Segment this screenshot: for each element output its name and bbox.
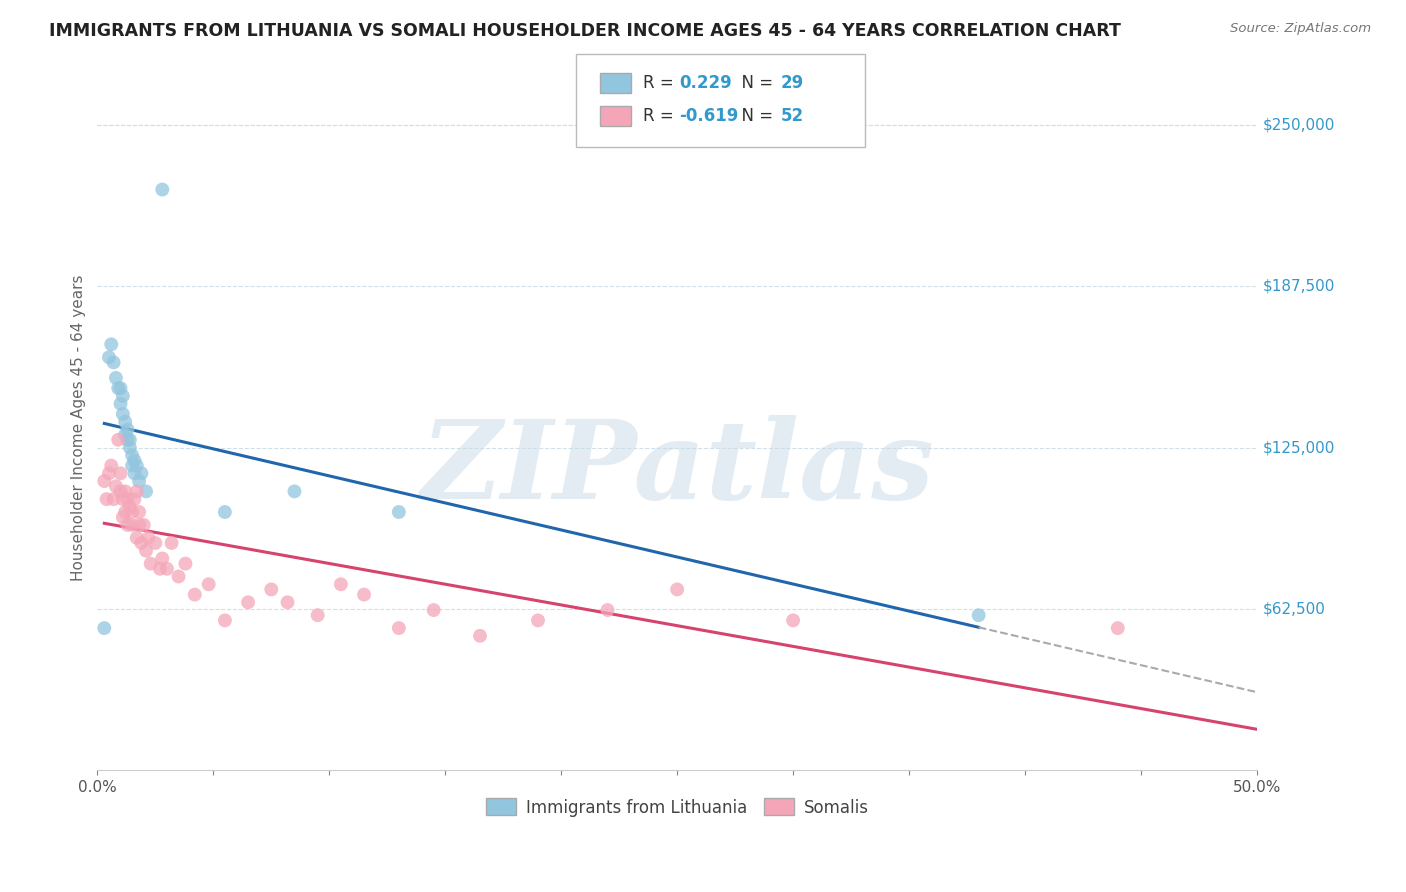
- Point: [93, 474, 115, 488]
- Point: [114, 505, 136, 519]
- Point: [107, 381, 129, 395]
- Point: [527, 613, 550, 627]
- Point: [117, 422, 139, 436]
- Point: [104, 479, 127, 493]
- Point: [104, 371, 127, 385]
- Point: [782, 613, 804, 627]
- Text: Source: ZipAtlas.com: Source: ZipAtlas.com: [1230, 22, 1371, 36]
- Point: [121, 458, 143, 473]
- Point: [124, 467, 146, 481]
- Point: [124, 453, 146, 467]
- Point: [107, 433, 129, 447]
- Point: [150, 183, 173, 197]
- Point: [283, 484, 305, 499]
- Point: [118, 500, 141, 514]
- Point: [967, 608, 990, 623]
- Point: [329, 577, 352, 591]
- Point: [100, 458, 122, 473]
- Text: 29: 29: [780, 74, 804, 92]
- Point: [110, 484, 132, 499]
- Point: [114, 415, 136, 429]
- Point: [307, 608, 329, 623]
- Point: [114, 427, 136, 442]
- Point: [114, 484, 136, 499]
- Point: [388, 621, 411, 635]
- Text: ZIPatlas: ZIPatlas: [420, 416, 934, 523]
- Point: [110, 467, 132, 481]
- Point: [93, 621, 115, 635]
- Text: $187,500: $187,500: [1263, 279, 1336, 293]
- Point: [118, 441, 141, 455]
- Point: [184, 588, 207, 602]
- Point: [97, 350, 120, 364]
- Text: 52: 52: [780, 107, 803, 125]
- Y-axis label: Householder Income Ages 45 - 64 years: Householder Income Ages 45 - 64 years: [72, 275, 86, 582]
- Point: [121, 505, 143, 519]
- Legend: Immigrants from Lithuania, Somalis: Immigrants from Lithuania, Somalis: [479, 792, 876, 823]
- Point: [132, 517, 155, 532]
- Point: [353, 588, 375, 602]
- Text: R =: R =: [643, 107, 679, 125]
- Point: [143, 536, 166, 550]
- Point: [117, 492, 139, 507]
- Point: [596, 603, 619, 617]
- Text: N =: N =: [731, 74, 779, 92]
- Point: [100, 337, 122, 351]
- Point: [131, 536, 153, 550]
- Text: R =: R =: [643, 74, 679, 92]
- Point: [110, 381, 132, 395]
- Point: [139, 557, 162, 571]
- Point: [160, 536, 183, 550]
- Point: [156, 562, 179, 576]
- Point: [236, 595, 259, 609]
- Point: [468, 629, 491, 643]
- Point: [118, 433, 141, 447]
- Point: [117, 517, 139, 532]
- Text: $125,000: $125,000: [1263, 440, 1336, 455]
- Point: [128, 517, 150, 532]
- Point: [103, 492, 125, 507]
- Point: [149, 562, 172, 576]
- Point: [110, 397, 132, 411]
- Point: [197, 577, 219, 591]
- Point: [124, 492, 146, 507]
- Point: [174, 557, 197, 571]
- Point: [131, 467, 153, 481]
- Point: [422, 603, 444, 617]
- Point: [135, 484, 157, 499]
- Point: [96, 492, 118, 507]
- Point: [214, 613, 236, 627]
- Text: 0.229: 0.229: [679, 74, 733, 92]
- Point: [121, 448, 143, 462]
- Point: [128, 505, 150, 519]
- Point: [111, 389, 134, 403]
- Point: [97, 467, 120, 481]
- Point: [111, 510, 134, 524]
- Point: [125, 458, 148, 473]
- Point: [103, 355, 125, 369]
- Text: $250,000: $250,000: [1263, 118, 1336, 133]
- Point: [138, 531, 160, 545]
- Point: [150, 551, 173, 566]
- Point: [121, 517, 143, 532]
- Text: -0.619: -0.619: [679, 107, 738, 125]
- Point: [125, 531, 148, 545]
- Point: [125, 484, 148, 499]
- Text: N =: N =: [731, 107, 779, 125]
- Point: [135, 543, 157, 558]
- Point: [214, 505, 236, 519]
- Text: IMMIGRANTS FROM LITHUANIA VS SOMALI HOUSEHOLDER INCOME AGES 45 - 64 YEARS CORREL: IMMIGRANTS FROM LITHUANIA VS SOMALI HOUS…: [49, 22, 1121, 40]
- Point: [1107, 621, 1129, 635]
- Point: [111, 407, 134, 421]
- Point: [117, 433, 139, 447]
- Text: $62,500: $62,500: [1263, 601, 1326, 616]
- Point: [388, 505, 411, 519]
- Point: [666, 582, 689, 597]
- Point: [128, 474, 150, 488]
- Point: [111, 492, 134, 507]
- Point: [260, 582, 283, 597]
- Point: [276, 595, 298, 609]
- Point: [167, 569, 190, 583]
